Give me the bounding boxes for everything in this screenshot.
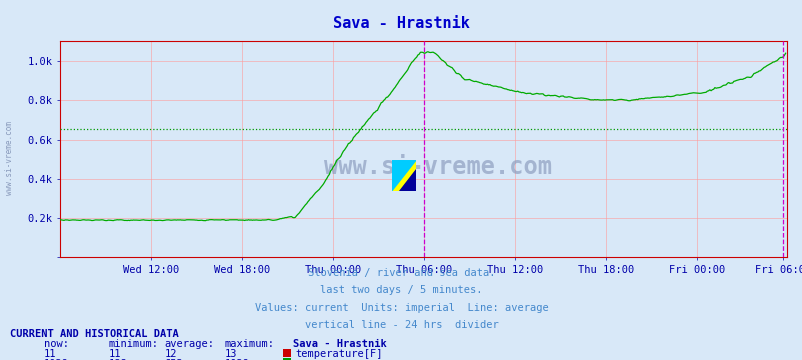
Text: www.si-vreme.com: www.si-vreme.com (324, 155, 552, 179)
Polygon shape (391, 160, 415, 191)
Text: maximum:: maximum: (225, 339, 274, 349)
Text: now:: now: (44, 339, 69, 349)
Text: 11: 11 (108, 349, 121, 359)
Text: average:: average: (164, 339, 214, 349)
Text: minimum:: minimum: (108, 339, 158, 349)
Text: Sava - Hrastnik: Sava - Hrastnik (293, 339, 387, 349)
Text: 12: 12 (164, 349, 177, 359)
Text: Sava - Hrastnik: Sava - Hrastnik (333, 16, 469, 31)
Text: www.si-vreme.com: www.si-vreme.com (5, 121, 14, 195)
Text: 188: 188 (108, 359, 127, 360)
Text: 1029: 1029 (44, 359, 69, 360)
Text: temperature[F]: temperature[F] (295, 349, 383, 359)
Text: 11: 11 (44, 349, 57, 359)
Text: Slovenia / river and sea data.: Slovenia / river and sea data. (307, 268, 495, 278)
Text: 1029: 1029 (225, 359, 249, 360)
Text: vertical line - 24 hrs  divider: vertical line - 24 hrs divider (304, 320, 498, 330)
Text: flow[foot3/min]: flow[foot3/min] (295, 359, 389, 360)
Text: CURRENT AND HISTORICAL DATA: CURRENT AND HISTORICAL DATA (10, 329, 179, 339)
Text: 653: 653 (164, 359, 183, 360)
Text: last two days / 5 minutes.: last two days / 5 minutes. (320, 285, 482, 296)
Polygon shape (399, 170, 415, 191)
Text: Values: current  Units: imperial  Line: average: Values: current Units: imperial Line: av… (254, 303, 548, 313)
Polygon shape (391, 160, 415, 191)
Text: 13: 13 (225, 349, 237, 359)
